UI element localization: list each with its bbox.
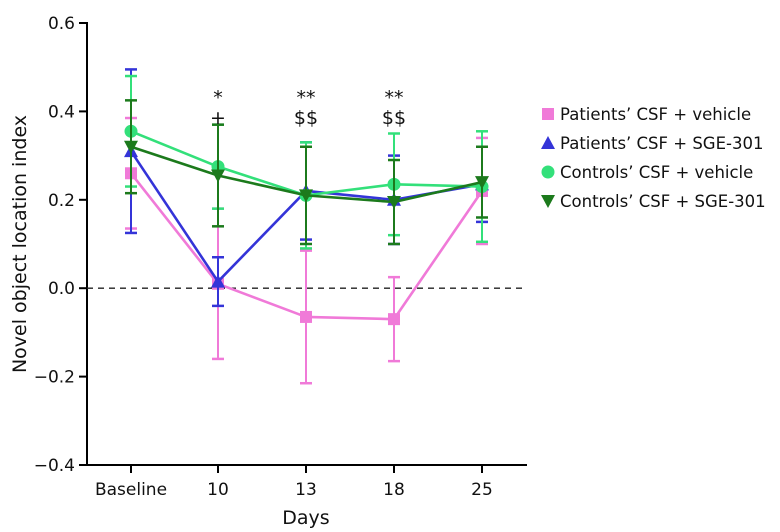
legend-marker (542, 108, 554, 120)
y-tick-label: −0.2 (34, 368, 75, 388)
significance-marker: ** (297, 87, 316, 109)
data-point (211, 169, 225, 183)
data-point (300, 310, 312, 323)
x-tick-label: 10 (207, 480, 229, 500)
series-layer (124, 68, 489, 385)
legend-item: Patients’ CSF + vehicle (542, 105, 751, 124)
data-point (124, 140, 138, 154)
series-4 (124, 99, 489, 246)
legend-marker (541, 195, 555, 208)
significance-marker: $$ (294, 107, 318, 129)
legend-label: Controls’ CSF + SGE-301 (560, 192, 766, 211)
data-point (299, 189, 313, 203)
legend-label: Controls’ CSF + vehicle (560, 163, 753, 182)
y-tick-label: −0.4 (34, 456, 75, 476)
legend-item: Controls’ CSF + SGE-301 (541, 192, 766, 211)
y-tick-label: 0.4 (48, 102, 75, 122)
significance-marker: + (210, 107, 226, 129)
legend-marker (541, 165, 555, 179)
data-point (388, 313, 400, 326)
annotation-layer: *+**$$**$$ (210, 87, 406, 129)
x-axis-title: Days (282, 507, 329, 529)
axes: 0.6 0.4 0.2 0.0 −0.2 −0.4 Baseline 10 13 18 25 (34, 14, 527, 500)
x-tick-label: 18 (383, 480, 405, 500)
legend-label: Patients’ CSF + SGE-301 (560, 134, 763, 153)
legend: Patients’ CSF + vehicle Patients’ CSF + S… (541, 105, 766, 211)
significance-marker: $$ (382, 107, 406, 129)
data-point (387, 196, 401, 210)
y-axis-title: Novel object location index (9, 115, 31, 373)
significance-marker: * (213, 87, 223, 109)
legend-item: Controls’ CSF + vehicle (541, 163, 753, 182)
y-tick-label: 0.0 (48, 279, 75, 299)
data-point (211, 274, 225, 288)
legend-item: Patients’ CSF + SGE-301 (541, 134, 763, 153)
x-tick-label: 25 (471, 480, 493, 500)
x-tick-label: 13 (295, 480, 317, 500)
y-tick-label: 0.2 (48, 191, 75, 211)
x-tick-label: Baseline (95, 480, 167, 500)
legend-label: Patients’ CSF + vehicle (560, 105, 751, 124)
significance-marker: ** (385, 87, 404, 109)
legend-marker (541, 136, 555, 149)
y-tick-label: 0.6 (48, 14, 75, 34)
data-point (475, 176, 489, 190)
